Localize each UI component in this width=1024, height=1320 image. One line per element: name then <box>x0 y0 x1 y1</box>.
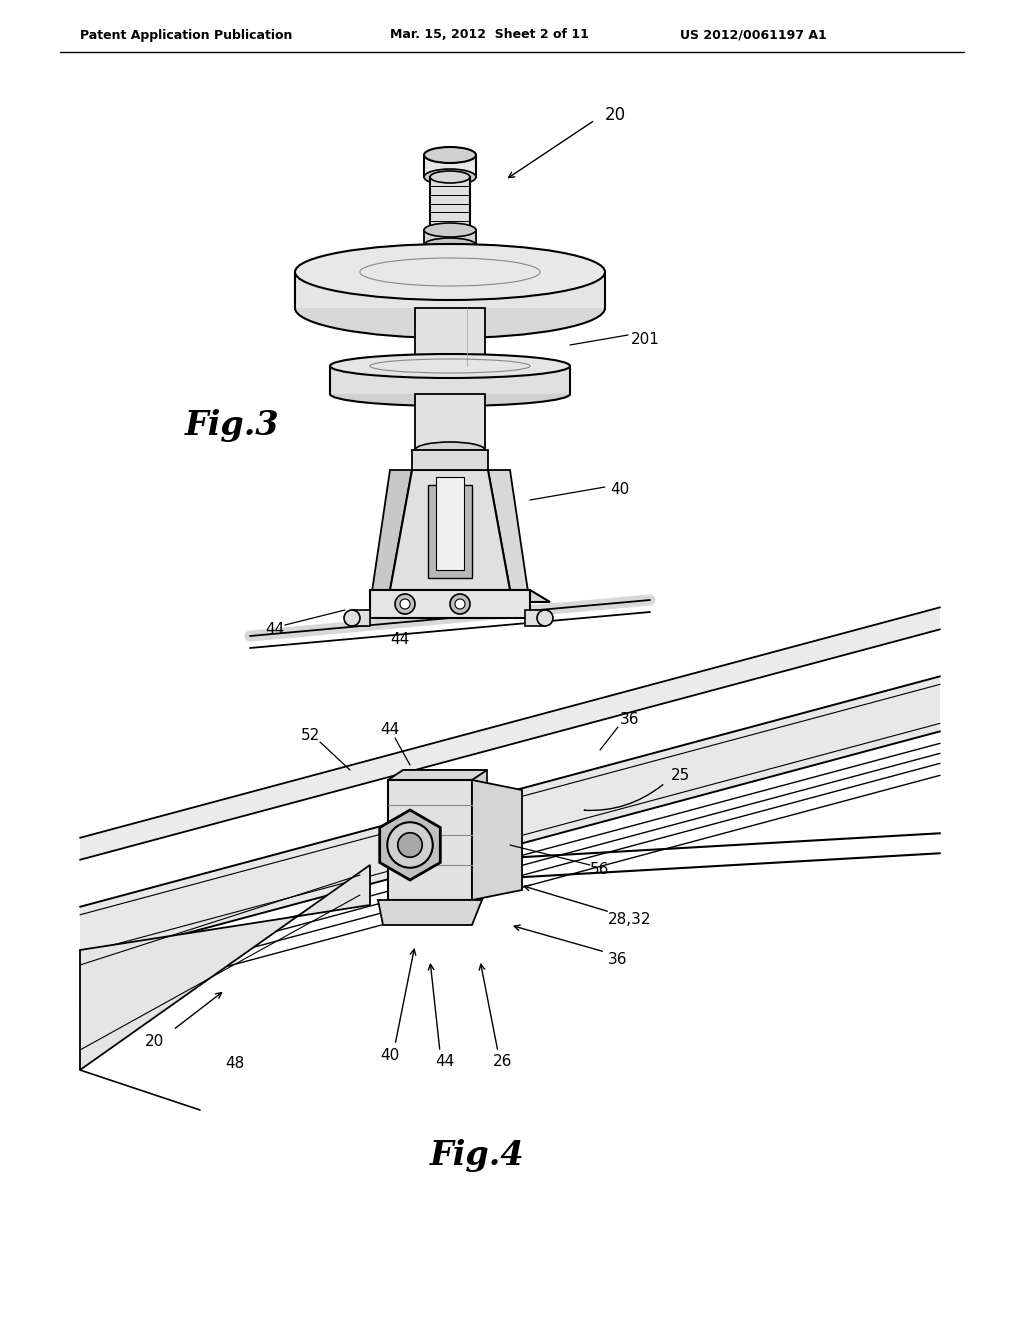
Ellipse shape <box>424 238 476 252</box>
Polygon shape <box>370 590 550 602</box>
Polygon shape <box>80 865 370 1071</box>
Text: 40: 40 <box>610 483 630 498</box>
Polygon shape <box>388 780 472 900</box>
Ellipse shape <box>430 172 470 183</box>
Ellipse shape <box>424 169 476 185</box>
Ellipse shape <box>295 279 605 338</box>
Polygon shape <box>80 676 940 961</box>
Circle shape <box>395 594 415 614</box>
Ellipse shape <box>415 442 485 458</box>
Text: 48: 48 <box>225 1056 245 1071</box>
Text: Fig.4: Fig.4 <box>430 1138 524 1172</box>
Text: 36: 36 <box>608 953 628 968</box>
Polygon shape <box>370 470 412 605</box>
Circle shape <box>344 610 360 626</box>
Text: Patent Application Publication: Patent Application Publication <box>80 29 293 41</box>
Circle shape <box>397 833 422 857</box>
Circle shape <box>455 599 465 609</box>
Polygon shape <box>412 450 488 470</box>
Text: 20: 20 <box>604 106 626 124</box>
Polygon shape <box>380 810 440 880</box>
Polygon shape <box>415 308 485 366</box>
Text: 44: 44 <box>390 632 410 648</box>
Text: 28,32: 28,32 <box>608 912 651 928</box>
Circle shape <box>537 610 553 626</box>
Polygon shape <box>430 177 470 230</box>
Text: US 2012/0061197 A1: US 2012/0061197 A1 <box>680 29 826 41</box>
Polygon shape <box>424 154 476 177</box>
Ellipse shape <box>330 381 570 407</box>
Ellipse shape <box>330 354 570 378</box>
Ellipse shape <box>424 223 476 238</box>
Text: 201: 201 <box>631 333 659 347</box>
Polygon shape <box>370 590 530 618</box>
Ellipse shape <box>424 147 476 162</box>
Text: 52: 52 <box>300 727 319 742</box>
Polygon shape <box>424 230 476 246</box>
Text: 40: 40 <box>380 1048 399 1063</box>
Text: 44: 44 <box>435 1055 455 1069</box>
Polygon shape <box>390 470 510 590</box>
Polygon shape <box>436 477 464 570</box>
Polygon shape <box>488 470 530 605</box>
Text: 25: 25 <box>671 767 689 783</box>
Polygon shape <box>428 484 472 578</box>
Text: 20: 20 <box>145 1035 165 1049</box>
Polygon shape <box>295 272 605 308</box>
Circle shape <box>450 594 470 614</box>
Polygon shape <box>403 770 487 895</box>
Circle shape <box>387 822 433 867</box>
Ellipse shape <box>295 244 605 300</box>
Polygon shape <box>330 366 570 393</box>
Polygon shape <box>80 607 940 859</box>
Text: 44: 44 <box>265 623 285 638</box>
FancyArrowPatch shape <box>585 785 663 810</box>
Polygon shape <box>378 900 482 925</box>
Text: Fig.3: Fig.3 <box>185 408 280 441</box>
Text: Mar. 15, 2012  Sheet 2 of 11: Mar. 15, 2012 Sheet 2 of 11 <box>390 29 589 41</box>
Circle shape <box>400 599 410 609</box>
Polygon shape <box>388 770 487 780</box>
Text: 36: 36 <box>621 713 640 727</box>
Text: 44: 44 <box>380 722 399 738</box>
Polygon shape <box>415 393 485 450</box>
Text: 26: 26 <box>494 1055 513 1069</box>
Polygon shape <box>472 780 522 900</box>
Polygon shape <box>352 610 370 626</box>
Polygon shape <box>525 610 545 626</box>
Text: 56: 56 <box>590 862 609 878</box>
